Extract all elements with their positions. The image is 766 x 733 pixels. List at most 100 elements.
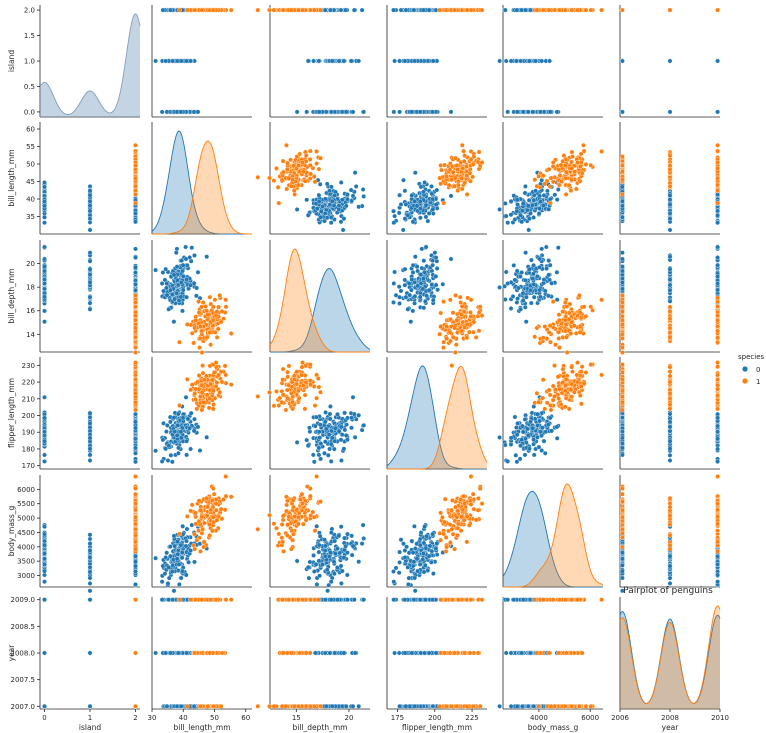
point-species-0 bbox=[87, 306, 93, 312]
point-species-1 bbox=[204, 334, 210, 340]
point-species-0 bbox=[520, 290, 526, 296]
point-species-0 bbox=[433, 274, 439, 279]
point-species-0 bbox=[513, 452, 519, 458]
point-species-1 bbox=[553, 342, 558, 348]
panel-island-vs-bill_depth_mm bbox=[255, 5, 370, 118]
point-species-0 bbox=[339, 458, 344, 463]
point-species-1 bbox=[563, 175, 569, 181]
point-species-0 bbox=[539, 246, 545, 252]
point-species-0 bbox=[320, 204, 325, 209]
point-species-1 bbox=[532, 177, 538, 183]
point-species-0 bbox=[417, 294, 423, 300]
point-species-1 bbox=[562, 7, 568, 13]
point-species-0 bbox=[171, 272, 177, 278]
point-species-0 bbox=[418, 272, 424, 278]
point-species-0 bbox=[516, 285, 521, 291]
point-species-1 bbox=[285, 369, 290, 375]
point-species-1 bbox=[588, 304, 594, 310]
point-species-0 bbox=[176, 445, 181, 451]
point-species-0 bbox=[402, 266, 408, 272]
point-species-0 bbox=[294, 207, 300, 212]
point-species-1 bbox=[464, 335, 470, 341]
point-species-0 bbox=[533, 58, 538, 64]
point-species-1 bbox=[667, 166, 673, 172]
point-species-0 bbox=[42, 429, 47, 435]
point-species-0 bbox=[410, 270, 416, 275]
point-species-0 bbox=[423, 244, 429, 250]
point-species-0 bbox=[197, 448, 203, 453]
point-species-0 bbox=[87, 266, 93, 272]
point-species-0 bbox=[133, 211, 138, 216]
point-species-0 bbox=[87, 188, 93, 194]
point-species-0 bbox=[351, 411, 357, 417]
point-species-0 bbox=[502, 201, 508, 206]
point-species-0 bbox=[391, 7, 396, 13]
point-species-0 bbox=[164, 281, 170, 286]
point-species-0 bbox=[715, 255, 720, 260]
point-species-0 bbox=[397, 109, 402, 115]
point-species-0 bbox=[511, 263, 517, 268]
point-species-1 bbox=[542, 181, 548, 187]
point-species-0 bbox=[195, 269, 201, 275]
point-species-0 bbox=[322, 439, 328, 445]
point-species-0 bbox=[524, 294, 529, 300]
point-species-0 bbox=[520, 201, 526, 207]
point-species-0 bbox=[528, 7, 533, 13]
point-species-1 bbox=[470, 174, 475, 180]
point-species-1 bbox=[208, 342, 213, 348]
point-species-0 bbox=[430, 58, 436, 64]
point-species-1 bbox=[199, 382, 205, 388]
point-species-1 bbox=[195, 379, 200, 385]
point-species-1 bbox=[453, 155, 458, 161]
point-species-0 bbox=[171, 319, 177, 325]
point-species-1 bbox=[715, 317, 720, 323]
point-species-0 bbox=[338, 180, 344, 185]
point-species-0 bbox=[434, 266, 440, 271]
point-species-1 bbox=[550, 299, 556, 304]
point-species-1 bbox=[453, 293, 458, 298]
point-species-0 bbox=[430, 297, 436, 303]
point-species-1 bbox=[620, 154, 625, 159]
point-species-0 bbox=[552, 192, 558, 198]
point-species-0 bbox=[335, 411, 340, 417]
point-species-0 bbox=[176, 450, 181, 456]
point-species-0 bbox=[526, 227, 532, 233]
point-species-1 bbox=[208, 381, 214, 387]
point-species-0 bbox=[430, 196, 435, 202]
point-species-0 bbox=[340, 227, 346, 233]
point-species-0 bbox=[87, 280, 93, 285]
point-species-0 bbox=[531, 294, 537, 300]
point-species-1 bbox=[473, 335, 479, 340]
point-species-0 bbox=[425, 218, 431, 224]
point-species-0 bbox=[352, 170, 358, 176]
point-species-0 bbox=[153, 58, 158, 64]
point-species-1 bbox=[318, 155, 323, 161]
point-species-1 bbox=[569, 149, 575, 155]
point-species-1 bbox=[536, 173, 542, 179]
point-species-0 bbox=[183, 256, 189, 262]
point-species-0 bbox=[522, 452, 528, 458]
point-species-1 bbox=[620, 177, 625, 183]
point-species-0 bbox=[415, 268, 420, 274]
point-species-1 bbox=[470, 162, 476, 167]
point-species-1 bbox=[462, 180, 468, 186]
point-species-0 bbox=[391, 208, 396, 214]
point-species-0 bbox=[328, 220, 334, 226]
point-species-1 bbox=[715, 165, 720, 171]
point-species-0 bbox=[422, 269, 427, 275]
point-species-0 bbox=[184, 438, 189, 444]
point-species-0 bbox=[542, 288, 548, 294]
point-species-1 bbox=[437, 175, 443, 181]
point-species-0 bbox=[345, 415, 350, 421]
point-species-0 bbox=[715, 281, 720, 286]
point-species-0 bbox=[42, 394, 47, 400]
panel-bill_length_mm-vs-body_mass_g bbox=[497, 122, 604, 235]
point-species-0 bbox=[187, 425, 192, 431]
point-species-0 bbox=[620, 250, 625, 256]
point-species-1 bbox=[300, 160, 305, 165]
point-species-1 bbox=[569, 319, 575, 325]
point-species-1 bbox=[715, 200, 720, 206]
point-species-0 bbox=[409, 109, 415, 115]
panel-bill_length_mm-vs-flipper_length_mm bbox=[386, 122, 487, 235]
point-species-1 bbox=[620, 322, 625, 327]
